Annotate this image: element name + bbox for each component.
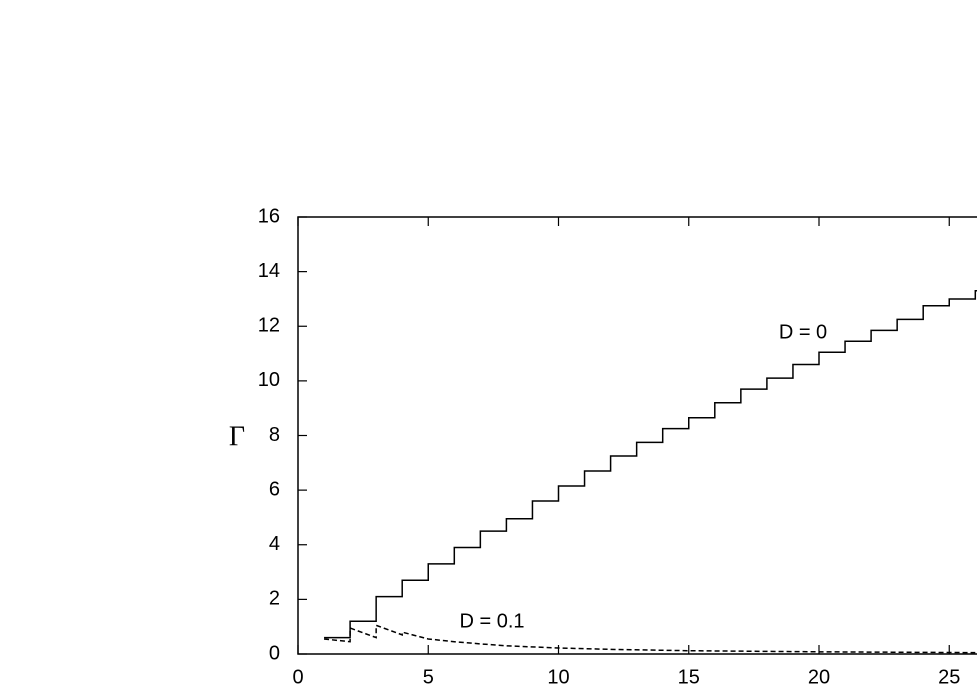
x-tick-label: 20 — [808, 666, 830, 684]
x-tick-label: 15 — [678, 666, 700, 684]
y-tick-label: 14 — [258, 260, 280, 282]
x-tick-label: 5 — [423, 666, 434, 684]
y-tick-label: 0 — [269, 642, 280, 664]
x-tick-label: 25 — [938, 666, 960, 684]
y-tick-label: 12 — [258, 315, 280, 337]
y-tick-label: 10 — [258, 369, 280, 391]
series-line — [324, 289, 977, 639]
y-tick-label: 8 — [269, 424, 280, 446]
y-tick-label: 2 — [269, 588, 280, 610]
plot-frame — [297, 216, 977, 655]
x-tick-label: 10 — [547, 666, 569, 684]
y-tick-label: 4 — [269, 533, 280, 555]
y-axis-label: Γ — [229, 421, 245, 452]
series-label: D = 0 — [779, 321, 827, 343]
y-tick-label: 6 — [269, 478, 280, 500]
series-line — [323, 624, 976, 654]
series-label: D = 0.1 — [459, 610, 524, 632]
y-tick-label: 16 — [258, 205, 280, 227]
x-tick-label: 0 — [292, 666, 303, 684]
